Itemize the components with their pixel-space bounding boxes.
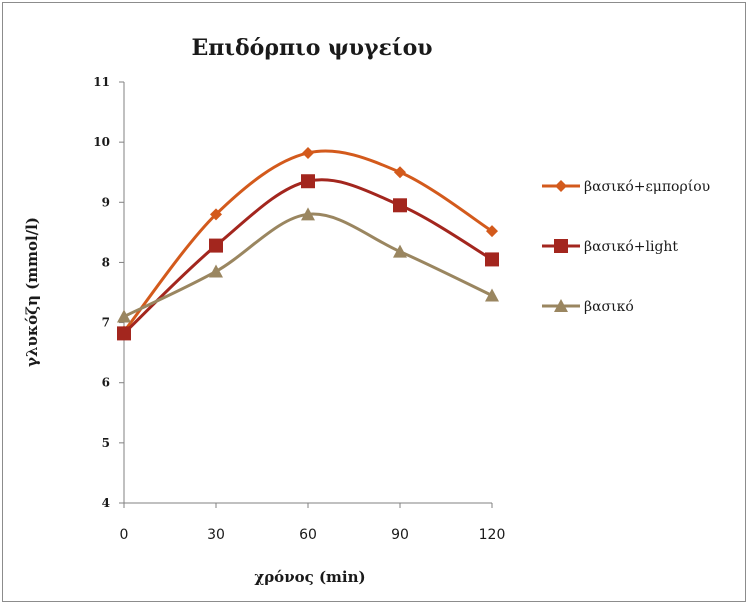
axes: 4 5 6 7 8 9 10 11 0 30 60 90 120 (93, 75, 505, 543)
x-tick-label: 0 (120, 527, 129, 543)
legend-item: βασικό+light (542, 239, 678, 255)
legend-item: βασικό (542, 299, 634, 315)
data-point (117, 326, 131, 341)
data-point (209, 264, 223, 278)
series-line (123, 212, 493, 318)
data-point (301, 207, 315, 221)
legend-marker (554, 299, 568, 312)
y-axis-label: γλυκόζη (mmol/l) (23, 217, 41, 367)
data-point (393, 244, 407, 258)
legend-label: βασικό (584, 299, 634, 315)
data-point (301, 174, 315, 189)
legend-item: βασικό+εμπορίου (542, 178, 710, 195)
x-tick-label: 90 (391, 527, 409, 543)
x-axis-label: χρόνος (min) (254, 568, 365, 586)
data-point (394, 166, 406, 179)
y-tick-label: 5 (102, 436, 110, 450)
legend-label: βασικό+εμπορίου (584, 178, 710, 195)
y-tick-label: 11 (93, 75, 110, 89)
y-tick-label: 9 (102, 195, 110, 209)
y-tick-label: 4 (102, 496, 110, 510)
data-point (393, 198, 407, 213)
data-point (117, 309, 131, 323)
x-tick-label: 120 (479, 527, 506, 543)
series-3 (117, 207, 499, 323)
y-tick-label: 7 (102, 316, 110, 330)
data-point (485, 252, 499, 267)
data-point (485, 288, 499, 302)
x-tick-label: 30 (207, 527, 225, 543)
series-2 (117, 174, 499, 341)
data-point (209, 238, 223, 253)
legend-marker (555, 180, 567, 192)
legend-marker (554, 239, 568, 253)
data-point (302, 146, 314, 159)
legend: βασικό+εμπορίου βασικό+light βασικό (542, 178, 710, 315)
legend-label: βασικό+light (584, 239, 678, 255)
data-point (486, 225, 498, 238)
y-tick-label: 10 (93, 135, 110, 149)
data-point (210, 208, 222, 221)
series-layer (117, 146, 499, 341)
x-tick-label: 60 (299, 527, 317, 543)
y-tick-label: 6 (102, 376, 110, 390)
chart-title: Επιδόρπιο ψυγείου (191, 35, 432, 61)
y-tick-label: 8 (102, 255, 110, 269)
